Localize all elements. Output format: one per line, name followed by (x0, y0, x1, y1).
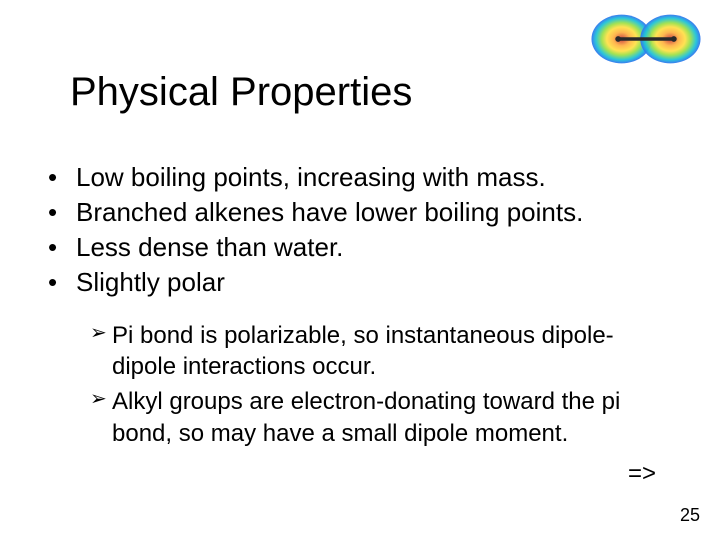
bullet-glyph: • (48, 160, 76, 195)
sub-bullet-item: ➢ Pi bond is polarizable, so instantaneo… (90, 320, 660, 382)
sub-bullet-text: Alkyl groups are electron-donating towar… (112, 386, 660, 448)
bullet-item: • Slightly polar (48, 265, 660, 300)
slide: Physical Properties • Low boiling points… (0, 0, 720, 540)
continue-indicator: => (628, 460, 656, 488)
bullet-text: Slightly polar (76, 265, 225, 300)
bullet-glyph: • (48, 195, 76, 230)
sub-bullet-item: ➢ Alkyl groups are electron-donating tow… (90, 386, 660, 448)
sub-bullet-glyph: ➢ (90, 386, 112, 448)
bullet-item: • Low boiling points, increasing with ma… (48, 160, 660, 195)
sub-bullet-glyph: ➢ (90, 320, 112, 382)
bullet-item: • Branched alkenes have lower boiling po… (48, 195, 660, 230)
slide-title: Physical Properties (70, 70, 412, 115)
bullet-item: • Less dense than water. (48, 230, 660, 265)
orbital-svg (586, 10, 706, 68)
bullet-glyph: • (48, 265, 76, 300)
bullet-list: • Low boiling points, increasing with ma… (48, 160, 660, 300)
bullet-text: Branched alkenes have lower boiling poin… (76, 195, 583, 230)
page-number: 25 (680, 505, 700, 526)
bullet-text: Less dense than water. (76, 230, 343, 265)
sub-bullet-text: Pi bond is polarizable, so instantaneous… (112, 320, 660, 382)
bullet-text: Low boiling points, increasing with mass… (76, 160, 546, 195)
bullet-glyph: • (48, 230, 76, 265)
orbital-image (586, 10, 706, 68)
sub-bullet-list: ➢ Pi bond is polarizable, so instantaneo… (90, 320, 660, 453)
